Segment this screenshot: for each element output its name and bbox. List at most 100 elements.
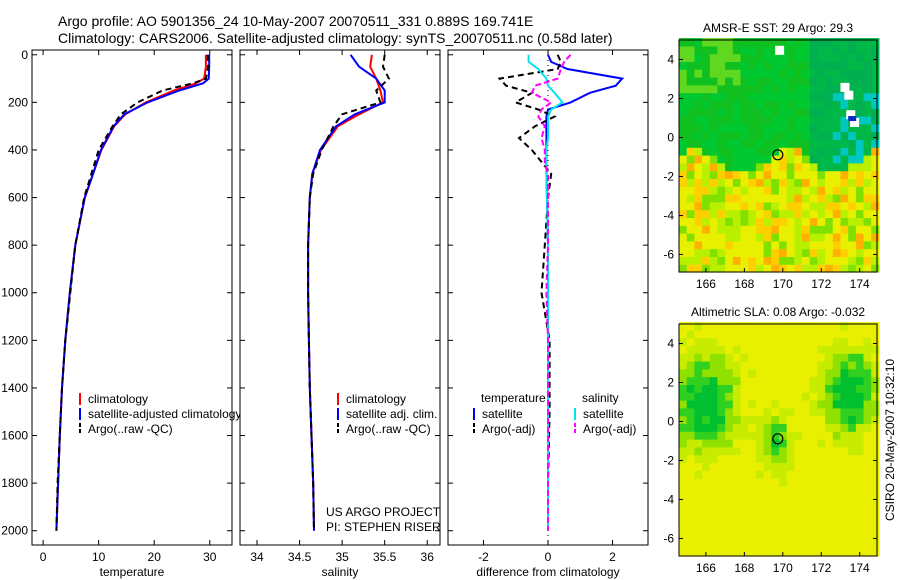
map-cell xyxy=(802,532,811,541)
map-cell xyxy=(802,384,811,393)
map-cell xyxy=(871,225,880,234)
map-cell xyxy=(863,322,872,331)
map-cell xyxy=(694,540,703,549)
map-cell xyxy=(825,345,834,354)
map-cell xyxy=(748,53,757,62)
map-cell xyxy=(725,84,734,94)
map-cell xyxy=(786,509,795,518)
map-cell xyxy=(840,368,849,378)
map-cell xyxy=(848,485,857,495)
map-cell xyxy=(825,446,834,456)
map-cell xyxy=(779,100,788,109)
map-cell xyxy=(755,368,765,378)
map-cell xyxy=(717,540,726,549)
map-cell xyxy=(732,53,742,62)
map-cell xyxy=(817,345,826,354)
map-cell xyxy=(871,415,880,424)
map-cell xyxy=(863,139,872,148)
map-cell xyxy=(832,517,842,526)
map-cell xyxy=(717,478,726,487)
map-cell xyxy=(702,256,711,265)
map-cell xyxy=(755,264,765,273)
map-cell xyxy=(732,162,742,172)
map-cell xyxy=(794,361,803,370)
map-cell xyxy=(686,170,695,179)
map-cell xyxy=(863,548,872,557)
map-cell xyxy=(748,256,757,265)
map-cell xyxy=(832,501,842,510)
map-cell xyxy=(763,53,772,62)
map-cell xyxy=(679,92,688,101)
map-cell xyxy=(786,548,795,557)
map-cell xyxy=(771,139,780,148)
axes-box xyxy=(31,49,233,546)
map-cell xyxy=(740,139,749,148)
x-tick-label: 0 xyxy=(545,550,552,564)
map-cell xyxy=(848,431,857,440)
map-cell xyxy=(702,123,711,133)
map-cell xyxy=(717,61,726,70)
map-cell xyxy=(771,517,780,526)
map-cell xyxy=(840,517,849,526)
map-cell xyxy=(825,116,834,125)
map-cell xyxy=(732,337,742,346)
map-cell xyxy=(702,100,711,109)
map-cell xyxy=(725,548,734,557)
map-cell xyxy=(755,415,765,424)
map-cell xyxy=(755,470,765,479)
map-cell xyxy=(740,485,749,495)
map-cell xyxy=(686,446,695,456)
map-cell xyxy=(832,509,842,518)
map-cell xyxy=(748,264,757,273)
map-cell xyxy=(794,548,803,557)
map-cell xyxy=(740,84,749,94)
map-cell xyxy=(755,517,765,526)
map-cell xyxy=(786,53,795,62)
map-cell xyxy=(771,361,780,370)
map-cell xyxy=(786,322,795,331)
map-cell xyxy=(709,209,719,218)
map-cell xyxy=(832,540,842,549)
map-cell xyxy=(755,540,765,549)
map-cell xyxy=(748,384,757,393)
map-cell xyxy=(694,485,703,495)
map-cell xyxy=(771,123,780,133)
map-cell xyxy=(786,116,795,125)
map-cell xyxy=(771,92,780,101)
map-cell xyxy=(848,233,857,242)
map-cell xyxy=(709,392,719,401)
map-cell xyxy=(679,100,688,109)
map-cell xyxy=(740,147,749,156)
map-cell xyxy=(855,256,865,265)
map-cell xyxy=(709,233,719,242)
map-cell xyxy=(817,53,826,62)
map-cell xyxy=(817,517,826,526)
map-cell xyxy=(848,376,857,385)
map-cell xyxy=(725,478,734,487)
map-cell xyxy=(779,322,788,331)
x-tick-label: 35.5 xyxy=(373,550,397,564)
map-cell xyxy=(717,194,726,203)
map-cell xyxy=(871,147,880,156)
map-cell xyxy=(832,446,842,456)
map-cell xyxy=(694,392,703,401)
map-cell xyxy=(679,264,688,273)
map-cell xyxy=(732,170,742,179)
map-cell xyxy=(786,392,795,401)
map-cell xyxy=(679,194,688,203)
map-cell xyxy=(848,209,857,218)
map-cell xyxy=(863,201,872,211)
map-cell xyxy=(809,532,818,541)
map-cell xyxy=(748,69,757,78)
map-cell xyxy=(855,329,865,339)
map-cell xyxy=(809,431,818,440)
map-cell xyxy=(863,454,872,463)
map-cell xyxy=(817,532,826,541)
map-cell xyxy=(848,322,857,331)
map-cell xyxy=(740,155,749,164)
map-cell xyxy=(855,61,865,70)
map-cell xyxy=(709,123,719,133)
map-cell xyxy=(732,548,742,557)
map-cell xyxy=(794,524,803,534)
map-cell xyxy=(725,123,734,133)
